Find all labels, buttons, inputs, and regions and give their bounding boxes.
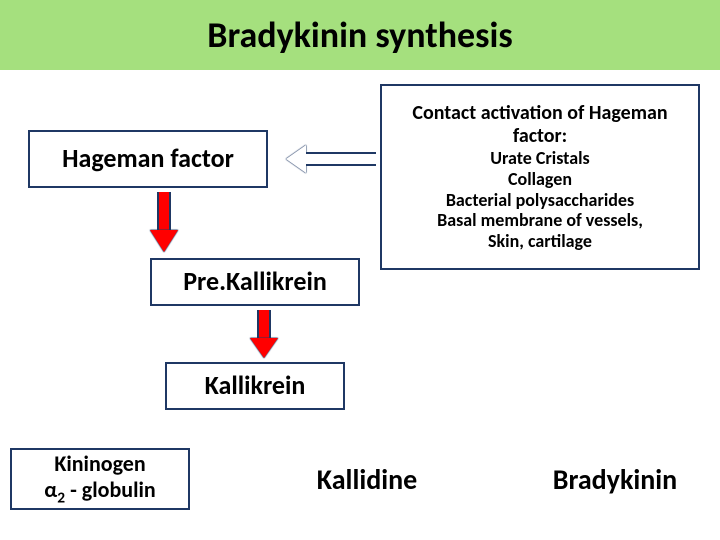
page-title: Bradykinin synthesis (207, 13, 512, 57)
contact-line: Urate Cristals (437, 148, 643, 169)
label-bradykinin: Bradykinin (530, 462, 700, 497)
contact-line: Basal membrane of vessels, (437, 210, 643, 231)
title-band: Bradykinin synthesis (0, 0, 720, 70)
node-kallikrein: Kallikrein (165, 362, 345, 410)
contact-line: Bacterial polysaccharides (437, 190, 643, 211)
node-hageman-label: Hageman factor (62, 144, 234, 174)
contact-line: Skin, cartilage (437, 231, 643, 252)
contact-line: Collagen (437, 169, 643, 190)
label-kallidine: Kallidine (292, 462, 442, 497)
node-hageman-factor: Hageman factor (28, 130, 268, 188)
node-prekallikrein: Pre.Kallikrein (150, 258, 360, 306)
contact-body: Urate CristalsCollagenBacterial polysacc… (437, 148, 643, 251)
node-prekallikrein-label: Pre.Kallikrein (183, 267, 327, 297)
node-contact-activation: Contact activation of Hageman factor: Ur… (380, 84, 700, 270)
contact-heading: Contact activation of Hageman factor: (388, 102, 692, 148)
kininogen-sub: 2 (57, 488, 65, 507)
kininogen-rest: - globulin (65, 476, 156, 503)
node-kallikrein-label: Kallikrein (205, 371, 306, 401)
kininogen-alpha: α (44, 476, 57, 503)
node-kininogen: Kininogen α2 - globulin (10, 448, 190, 510)
kininogen-line1: Kininogen (54, 451, 145, 476)
kininogen-line2: α2 - globulin (44, 477, 155, 507)
